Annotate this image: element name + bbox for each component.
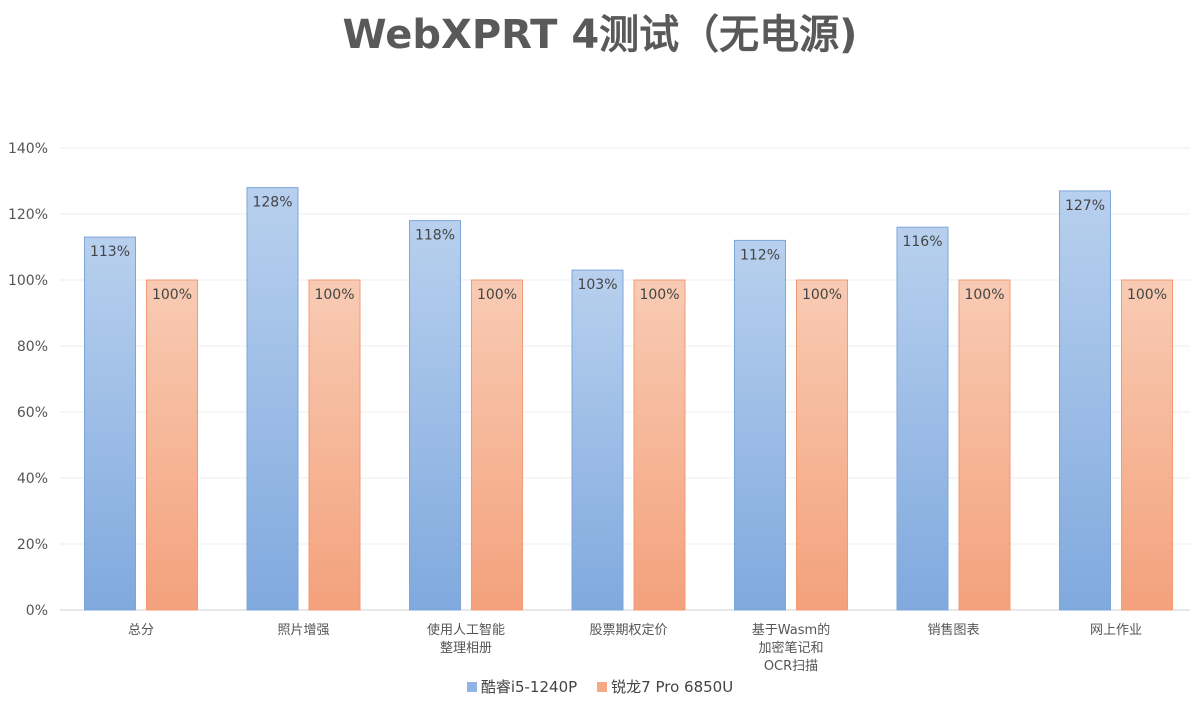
- data-label: 100%: [1127, 287, 1167, 303]
- y-tick-label: 60%: [17, 405, 48, 421]
- legend-item-series-2: 锐龙7 Pro 6850U: [597, 676, 733, 697]
- data-label: 113%: [90, 244, 130, 260]
- bar-series-1: [571, 269, 624, 611]
- legend-item-series-1: 酷睿i5-1240P: [466, 676, 578, 697]
- data-label: 103%: [577, 277, 617, 293]
- legend-swatch-series-1: [466, 681, 477, 692]
- legend: 酷睿i5-1240P 锐龙7 Pro 6850U: [0, 676, 1200, 697]
- bar-series-2: [1121, 279, 1173, 611]
- bar-series-2: [633, 279, 686, 611]
- y-tick-label: 120%: [8, 207, 48, 223]
- y-tick-label: 0%: [26, 603, 48, 619]
- bar-series-1: [734, 239, 786, 611]
- x-tick-label: 使用人工智能: [427, 622, 505, 638]
- chart-title: WebXPRT 4测试（无电源): [342, 12, 858, 58]
- bar-series-2: [471, 279, 523, 611]
- x-tick-label: 网上作业: [1090, 623, 1142, 638]
- bar-series-1: [409, 220, 461, 611]
- x-tick-label: 基于Wasm的: [752, 622, 830, 638]
- x-tick-label: 加密笔记和: [758, 640, 823, 656]
- bar-series-2: [796, 279, 848, 611]
- data-label: 100%: [639, 287, 679, 303]
- data-label: 100%: [314, 287, 354, 303]
- bar-series-2: [958, 279, 1011, 611]
- bar-series-1: [84, 236, 136, 611]
- data-label: 128%: [252, 195, 292, 211]
- x-tick-label: 销售图表: [927, 622, 979, 638]
- y-tick-label: 140%: [8, 141, 48, 157]
- bars: 113% 100% 128% 100% 118% 100% 103% 100% 112% 100%…: [84, 187, 1173, 611]
- bar-series-2: [308, 279, 361, 611]
- y-tick-label: 40%: [17, 471, 48, 487]
- x-tick-label: OCR扫描: [764, 659, 818, 674]
- y-axis: 0% 20% 40% 60% 80% 100% 120% 140%: [8, 141, 48, 619]
- x-tick-label: 整理相册: [440, 641, 492, 656]
- legend-label-series-2: 锐龙7 Pro 6850U: [611, 678, 734, 696]
- data-label: 100%: [802, 287, 842, 303]
- bar-series-1: [896, 226, 949, 611]
- data-label: 100%: [964, 287, 1004, 303]
- data-label: 112%: [740, 247, 780, 263]
- y-tick-label: 100%: [8, 273, 48, 289]
- x-tick-label: 股票期权定价: [589, 622, 667, 638]
- y-tick-label: 80%: [17, 339, 48, 355]
- bar-series-1: [1059, 190, 1111, 611]
- gridlines: [60, 147, 1190, 611]
- bar-series-2: [146, 279, 198, 611]
- data-label: 100%: [152, 287, 192, 303]
- legend-swatch-series-2: [597, 681, 608, 692]
- data-label: 116%: [902, 234, 942, 250]
- data-label: 118%: [415, 228, 455, 244]
- y-tick-label: 20%: [17, 537, 48, 553]
- legend-label-series-1: 酷睿i5-1240P: [480, 678, 578, 696]
- data-label: 100%: [477, 287, 517, 303]
- bar-series-1: [246, 187, 299, 611]
- x-tick-label: 总分: [128, 623, 154, 638]
- x-tick-label: 照片增强: [277, 623, 329, 638]
- data-label: 127%: [1065, 198, 1105, 214]
